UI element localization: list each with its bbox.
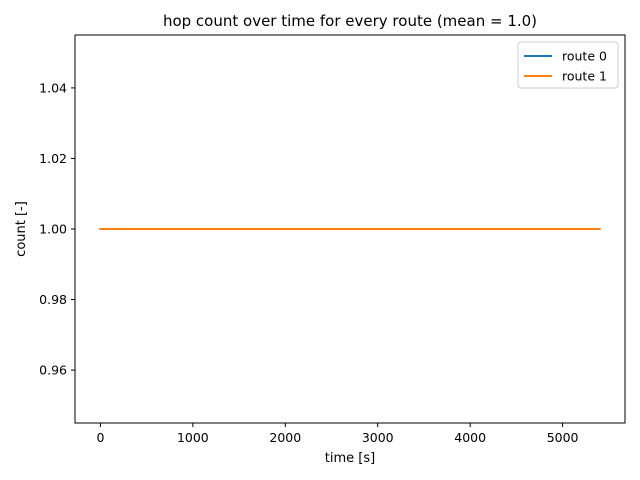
x-tick-label: 3000 [362,430,394,445]
x-axis: 0 1000 2000 3000 4000 5000 [96,423,579,445]
y-tick-label: 1.00 [39,222,67,237]
legend-items: route 0 route 1 [524,49,607,84]
y-axis: 0.96 0.98 1.00 1.02 1.04 [39,80,75,378]
x-tick-label: 2000 [269,430,301,445]
x-tick-label: 4000 [454,430,486,445]
chart-title: hop count over time for every route (mea… [163,12,537,30]
x-tick-label: 1000 [177,430,209,445]
plot-area [74,34,626,424]
y-tick-label: 0.96 [39,363,67,378]
y-tick-label: 1.04 [39,80,67,95]
y-axis-label: count [-] [14,201,29,257]
y-tick-label: 0.98 [39,292,67,307]
legend: route 0 route 1 [517,41,619,89]
y-tick-label: 1.02 [39,151,67,166]
legend-label: route 0 [562,49,607,64]
x-tick-label: 0 [96,430,104,445]
legend-label: route 1 [562,69,607,84]
x-tick-label: 5000 [547,430,579,445]
x-axis-label: time [s] [325,451,375,466]
